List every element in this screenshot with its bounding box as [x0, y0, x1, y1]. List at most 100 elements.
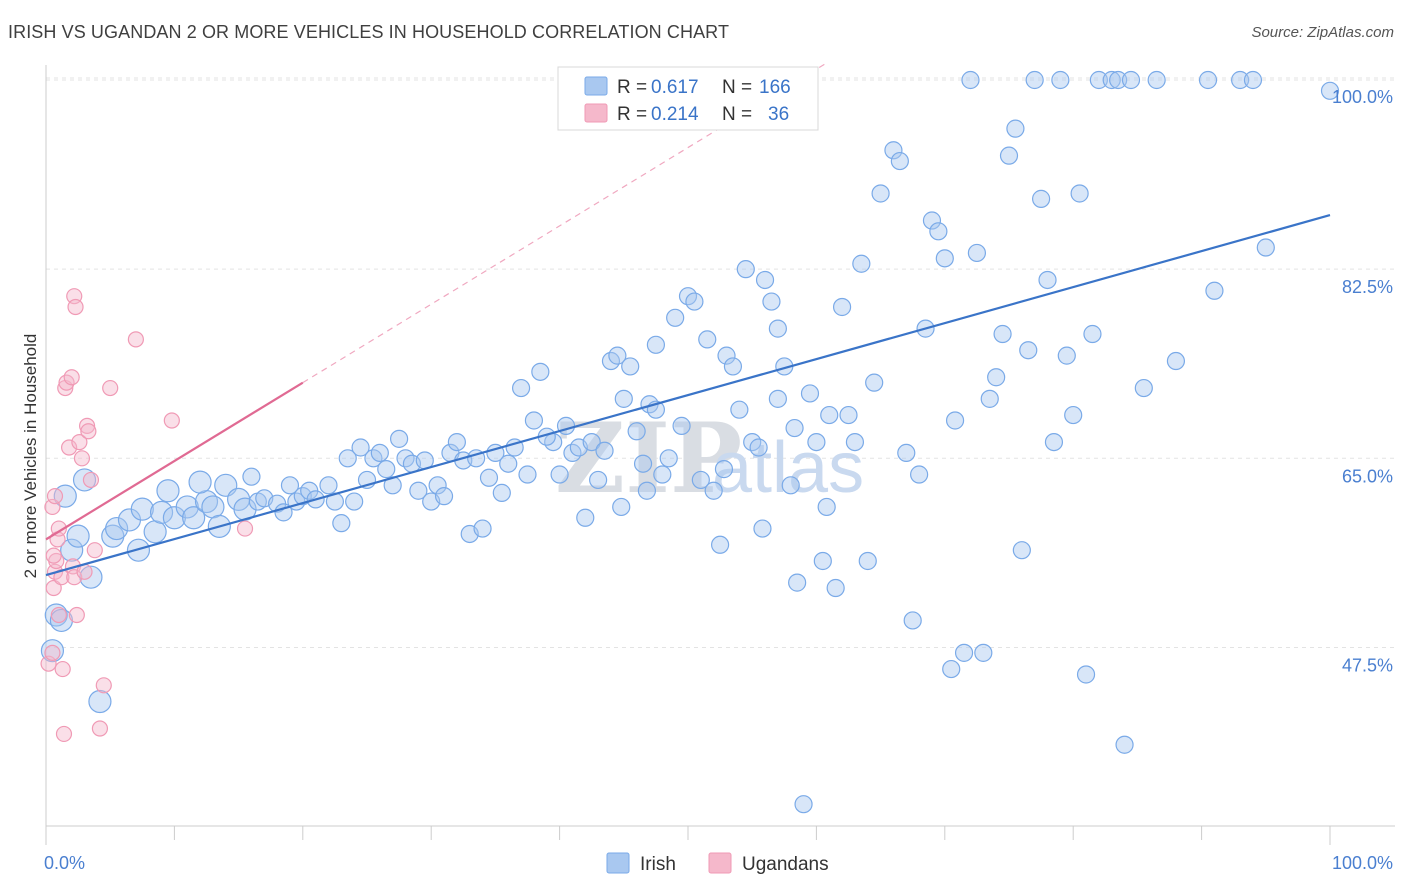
data-point [370, 443, 389, 463]
data-point [550, 465, 569, 484]
y-tick-label: 65.0% [1342, 466, 1393, 486]
data-point [987, 368, 1006, 387]
data-point [954, 643, 974, 662]
data-point [1121, 70, 1141, 90]
data-point [871, 184, 890, 203]
data-point [1051, 70, 1070, 90]
series-irish [40, 70, 1340, 814]
data-point [666, 308, 685, 327]
data-point [621, 357, 640, 376]
legend-r-value: 0.214 [651, 104, 699, 125]
data-point [1109, 70, 1128, 90]
data-point [685, 292, 704, 311]
y-axis-label: 2 or more Vehicles in Household [21, 334, 40, 579]
data-point [61, 439, 78, 456]
data-point [1198, 70, 1218, 90]
data-point [922, 211, 942, 230]
data-point [149, 500, 174, 524]
data-point [390, 429, 409, 448]
watermark-zip: ZIP [555, 402, 742, 515]
data-point [188, 470, 212, 494]
data-point [1320, 81, 1340, 100]
data-point [409, 481, 428, 500]
data-point [637, 481, 657, 500]
data-point [50, 606, 67, 624]
data-point [78, 417, 96, 434]
data-point [807, 432, 826, 452]
data-point [434, 487, 454, 506]
data-point [1134, 378, 1153, 398]
data-point [511, 378, 531, 398]
data-point [710, 535, 730, 554]
x-tick-labels: 0.0% 100.0% [44, 853, 1393, 873]
data-point [319, 476, 338, 495]
data-point [788, 573, 807, 592]
data-point [1243, 70, 1263, 90]
data-point [1083, 324, 1102, 344]
bottom-legend-ugandans: Ugandans [742, 854, 829, 875]
data-point [1205, 281, 1224, 300]
data-point [884, 141, 903, 160]
data-point [781, 476, 800, 495]
data-point [1019, 341, 1038, 360]
data-point [280, 476, 300, 495]
data-point [698, 330, 717, 349]
data-point [54, 660, 71, 678]
data-point [813, 551, 832, 571]
data-point [980, 389, 999, 408]
legend-n-value: 166 [759, 77, 791, 98]
data-point [499, 454, 518, 473]
data-point [993, 324, 1012, 344]
legend-n-label: N = [722, 77, 752, 98]
data-point [942, 659, 961, 679]
data-point [935, 249, 954, 268]
legend-r-label: R = [617, 77, 647, 98]
data-point [845, 432, 865, 452]
data-point [63, 369, 80, 386]
data-point [945, 411, 965, 430]
data-point [614, 389, 633, 408]
data-point [60, 538, 84, 562]
data-point [820, 405, 839, 425]
grid-lines [46, 77, 1395, 648]
data-point [95, 677, 112, 694]
data-point [1031, 189, 1051, 208]
bottom-legend-irish: Irish [640, 854, 676, 875]
data-point [492, 483, 511, 502]
data-point [1025, 70, 1044, 90]
data-point [71, 433, 88, 451]
data-point [127, 331, 144, 348]
data-point [839, 405, 858, 425]
data-point [785, 418, 804, 438]
legend-swatch-ugandans [584, 103, 608, 123]
data-point [55, 725, 73, 743]
data-point [768, 389, 787, 408]
bottom-legend: Irish Ugandans [606, 852, 829, 875]
data-point [201, 495, 225, 519]
data-point [929, 222, 948, 241]
data-point [46, 488, 64, 505]
data-point [156, 479, 180, 503]
series-ugandans [40, 288, 254, 743]
data-point [1076, 665, 1096, 684]
legend-swatch-irish [584, 76, 608, 96]
data-point [531, 362, 550, 381]
bottom-legend-swatch-irish [606, 852, 630, 874]
data-point [1057, 346, 1076, 365]
data-point [1064, 405, 1083, 425]
data-point [589, 470, 608, 490]
data-point [768, 319, 787, 338]
data-point [704, 481, 723, 500]
data-point [332, 514, 351, 533]
bottom-legend-swatch-ugandans [708, 852, 732, 874]
data-point [817, 497, 836, 517]
data-point [1012, 541, 1031, 560]
data-point [130, 497, 154, 521]
data-point [163, 412, 180, 429]
data-point [1166, 351, 1186, 371]
data-point [736, 260, 755, 279]
data-point [473, 519, 492, 538]
data-point [749, 438, 768, 457]
data-point [72, 468, 97, 492]
